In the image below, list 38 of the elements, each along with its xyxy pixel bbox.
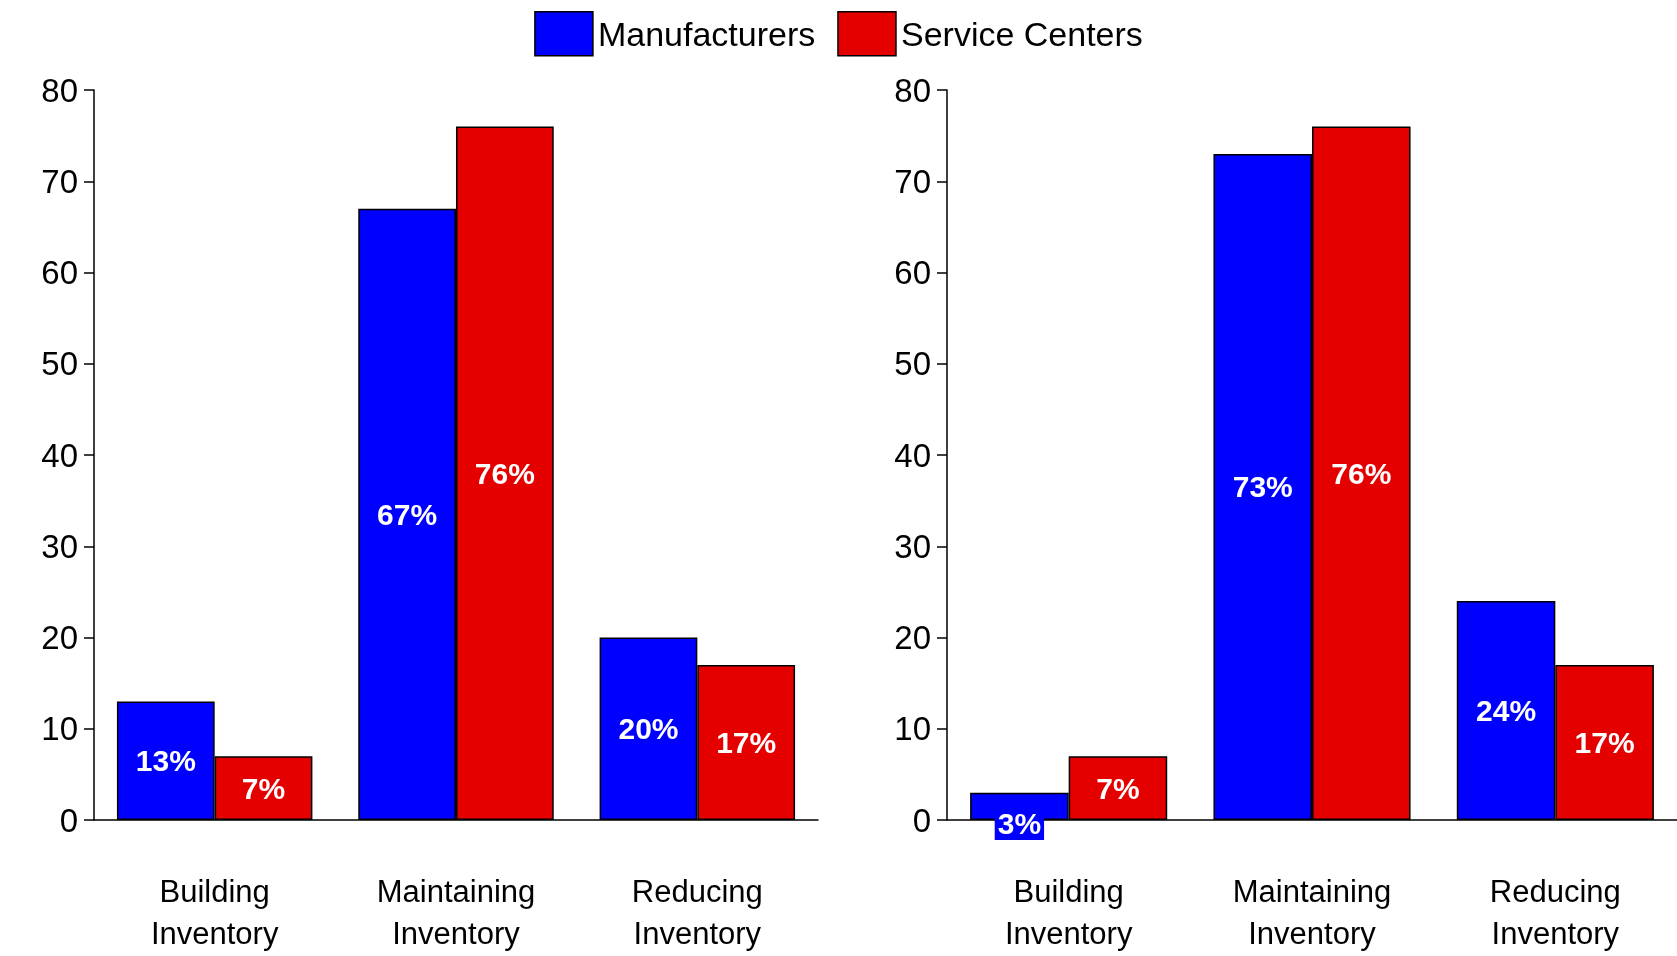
data-label: 76% (474, 456, 535, 490)
legend-label: Service Centers (900, 14, 1143, 53)
data-label: 17% (716, 725, 777, 759)
y-tick-label: 10 (41, 710, 78, 748)
x-tick-label: Building Inventory (150, 873, 279, 951)
y-tick-label: 20 (894, 619, 931, 656)
x-tick-label: Reducing Inventory (631, 873, 763, 951)
y-tick-label: 70 (41, 162, 78, 200)
data-label: 24% (1476, 694, 1537, 727)
x-tick-label: Maintaining Inventory (376, 873, 536, 951)
x-tick-label: Building Inventory (1004, 873, 1133, 951)
y-tick-label: 80 (894, 71, 931, 109)
y-tick-label: 0 (912, 801, 931, 839)
data-label: 3% (997, 806, 1042, 840)
y-tick-label: 30 (41, 527, 78, 565)
y-tick-label: 10 (894, 710, 931, 748)
legend-label: Manufacturers (597, 14, 816, 53)
y-tick-label: 40 (41, 436, 78, 474)
x-tick-label: Reducing Inventory (1489, 873, 1621, 951)
data-label: 76% (1331, 456, 1392, 490)
y-tick-label: 0 (59, 801, 78, 839)
y-tick-label: 60 (41, 254, 78, 291)
data-label: 20% (618, 712, 679, 746)
y-tick-label: 20 (41, 619, 78, 656)
y-tick-label: 80 (41, 71, 78, 109)
y-tick-label: 30 (894, 527, 931, 565)
data-label: 67% (377, 497, 438, 531)
y-tick-label: 50 (41, 345, 78, 383)
x-tick-label: Maintaining Inventory (1232, 873, 1392, 951)
y-tick-label: 40 (894, 436, 931, 474)
y-tick-label: 50 (894, 345, 931, 383)
data-label: 7% (1096, 771, 1140, 805)
data-label: 73% (1232, 470, 1293, 504)
data-label: 17% (1574, 725, 1635, 759)
y-tick-label: 60 (894, 254, 931, 291)
data-label: 13% (135, 744, 196, 778)
data-label: 7% (241, 771, 286, 805)
y-tick-label: 70 (894, 162, 931, 200)
